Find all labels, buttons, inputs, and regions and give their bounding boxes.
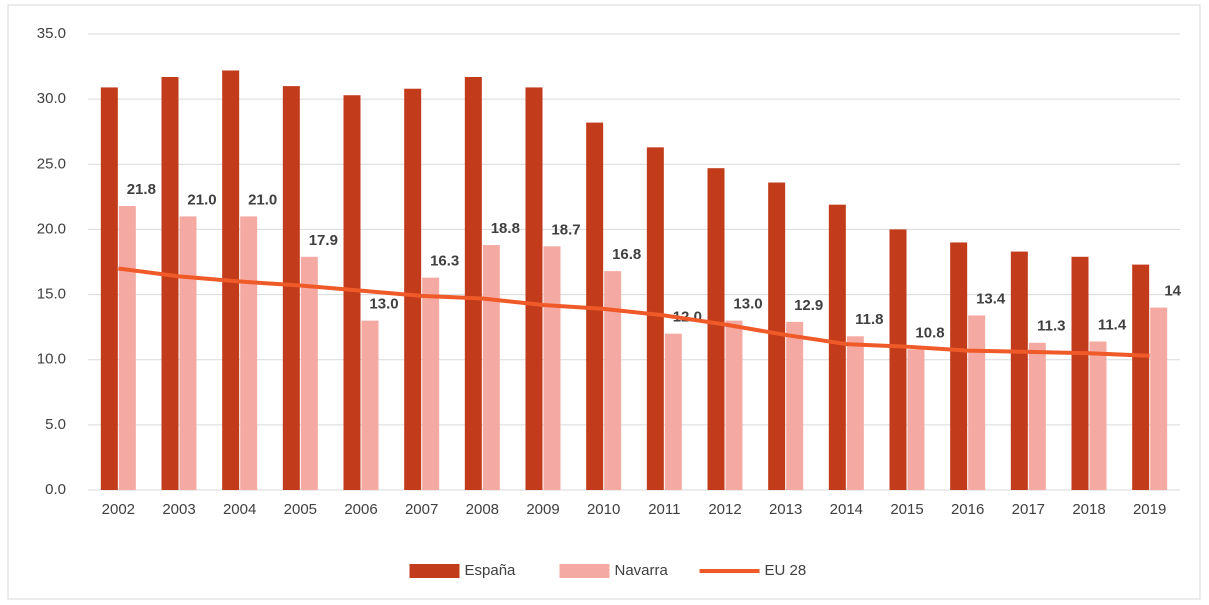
x-tick-label: 2018: [1072, 501, 1105, 518]
x-tick-label: 2019: [1133, 501, 1166, 518]
bar: [907, 349, 925, 490]
x-tick-label: 2008: [466, 501, 499, 518]
data-label: 12.9: [794, 297, 823, 314]
y-tick-label: 0.0: [45, 481, 66, 498]
bar: [889, 229, 907, 490]
x-tick-label: 2004: [223, 501, 256, 518]
bar: [525, 87, 543, 490]
bar: [604, 271, 622, 490]
bar: [725, 320, 743, 490]
bar: [361, 320, 379, 490]
bar: [646, 147, 664, 490]
data-label: 13.0: [369, 296, 398, 313]
bar: [1071, 256, 1089, 490]
x-tick-label: 2005: [284, 501, 317, 518]
data-label: 13.0: [733, 296, 762, 313]
x-tick-label: 2017: [1012, 501, 1045, 518]
x-tick-label: 2009: [526, 501, 559, 518]
bar: [118, 205, 136, 490]
bar: [161, 76, 179, 490]
y-tick-label: 5.0: [45, 416, 66, 433]
data-label: 11.4: [1098, 316, 1127, 333]
x-tick-label: 2003: [162, 501, 195, 518]
bar: [482, 245, 500, 490]
legend-label: España: [465, 562, 517, 579]
data-label: 13.4: [976, 290, 1006, 307]
bar: [707, 168, 725, 491]
bar: [1150, 307, 1168, 490]
x-tick-label: 2016: [951, 501, 984, 518]
data-label: 21.0: [187, 191, 216, 208]
x-tick-label: 2006: [344, 501, 377, 518]
bar: [100, 87, 118, 490]
x-tick-label: 2007: [405, 501, 438, 518]
x-tick-label: 2002: [102, 501, 135, 518]
data-label: 17.9: [309, 232, 338, 249]
bar: [586, 122, 604, 490]
bar: [1132, 264, 1150, 490]
bar: [300, 256, 318, 490]
bar: [1028, 342, 1046, 490]
bar: [404, 88, 422, 490]
bar: [240, 216, 258, 490]
bar: [1089, 341, 1107, 490]
bar: [179, 216, 197, 490]
legend-label: Navarra: [615, 562, 669, 579]
data-label: 16.8: [612, 246, 641, 263]
y-tick-label: 20.0: [37, 220, 66, 237]
y-tick-label: 25.0: [37, 155, 66, 172]
bar: [464, 76, 482, 490]
data-label: 18.7: [551, 221, 580, 238]
x-tick-label: 2014: [830, 501, 863, 518]
x-tick-label: 2011: [648, 501, 680, 518]
legend-swatch: [559, 564, 610, 578]
data-label: 14: [1164, 283, 1181, 300]
legend-swatch: [409, 564, 460, 578]
bar: [422, 277, 440, 490]
data-label: 18.8: [491, 220, 520, 237]
y-tick-label: 10.0: [37, 351, 66, 368]
bar: [282, 86, 300, 490]
bar: [1010, 251, 1028, 490]
bar: [846, 336, 864, 490]
bar: [768, 182, 786, 491]
data-label: 10.8: [915, 324, 944, 341]
x-tick-label: 2015: [890, 501, 923, 518]
data-label: 21.8: [127, 181, 156, 198]
bar: [664, 333, 682, 490]
bar: [343, 95, 361, 490]
legend-label: EU 28: [765, 562, 807, 579]
data-label: 21.0: [248, 191, 277, 208]
y-tick-label: 15.0: [37, 286, 66, 303]
y-tick-label: 30.0: [37, 90, 66, 107]
line: [118, 266, 1150, 358]
data-label: 11.3: [1037, 318, 1065, 335]
bar: [968, 315, 986, 490]
x-tick-label: 2012: [708, 501, 741, 518]
data-label: 11.8: [855, 311, 883, 328]
bar: [543, 246, 561, 490]
x-tick-label: 2010: [587, 501, 620, 518]
chart-frame: [7, 4, 1201, 600]
y-tick-label: 35.0: [37, 25, 66, 42]
x-tick-label: 2013: [769, 501, 802, 518]
bar: [950, 242, 968, 490]
bar: [786, 321, 804, 490]
data-label: 16.3: [430, 253, 459, 270]
bar: [828, 204, 846, 490]
